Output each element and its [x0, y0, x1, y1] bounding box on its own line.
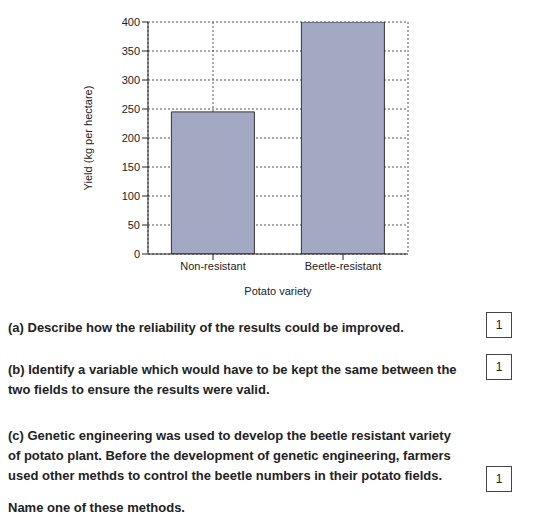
svg-text:400: 400 [122, 16, 140, 28]
html-text:1: 1 [495, 472, 503, 486]
html-text:(c) Genetic engineering was us: (c) Genetic engineering was used to deve… [8, 428, 451, 483]
svg-text:300: 300 [122, 74, 140, 86]
svg-text:Non-resistant: Non-resistant [180, 260, 245, 272]
svg-text:Beetle-resistant: Beetle-resistant [305, 260, 381, 272]
svg-text:150: 150 [122, 161, 140, 173]
svg-text:0: 0 [134, 248, 140, 260]
svg-text:200: 200 [122, 132, 140, 144]
svg-text:100: 100 [122, 190, 140, 202]
html-text:1: 1 [495, 360, 503, 374]
svg-text:50: 50 [128, 219, 140, 231]
svg-text:350: 350 [122, 45, 140, 57]
svg-text:250: 250 [122, 103, 140, 115]
html-text:Name one of these methods.: Name one of these methods. [8, 500, 185, 515]
html-text:1: 1 [495, 318, 503, 332]
html-text:(a) Describe how the reliabili: (a) Describe how the reliability of the … [8, 320, 404, 335]
html-text:(b) Identify a variable which: (b) Identify a variable which would have… [8, 362, 457, 397]
svg-text:Potato variety: Potato variety [244, 285, 312, 297]
svg-text:Yield (kg per hectare): Yield (kg per hectare) [82, 86, 94, 191]
